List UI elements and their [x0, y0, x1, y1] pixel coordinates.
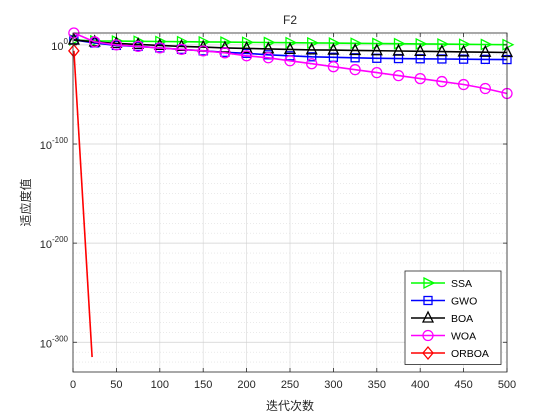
data-point-woa — [371, 66, 383, 79]
grid-lines — [72, 33, 508, 372]
legend: SSA GWO BOA WOA ORBOA — [404, 270, 502, 365]
legend-label: SSA — [451, 278, 472, 290]
data-point-woa — [392, 69, 405, 82]
legend-item-woa: WOA — [411, 329, 476, 343]
series-woa — [68, 27, 513, 100]
y-axis-label: 适应度值 — [18, 178, 33, 226]
data-point-boa — [457, 44, 470, 57]
legend-marker — [423, 276, 436, 290]
x-tick-label: 150 — [194, 379, 212, 391]
x-tick-label: 350 — [368, 379, 386, 391]
data-point-woa — [479, 82, 491, 95]
tick-group: 0 50 100 150 200 250 300 350 400 450 500 100 10-100 1… — [40, 33, 516, 391]
data-point-orboa — [68, 43, 80, 58]
data-point-gwo — [480, 54, 490, 65]
x-tick-label: 50 — [110, 379, 122, 391]
data-point-boa — [327, 42, 340, 55]
data-point-boa — [349, 42, 362, 56]
y-tick-label: 10-100 — [40, 136, 69, 152]
legend-marker — [422, 345, 434, 361]
y-tick-label: 10-300 — [40, 334, 69, 350]
data-point-gwo — [307, 52, 317, 62]
data-point-boa — [479, 44, 492, 57]
data-point-woa — [175, 43, 188, 56]
data-point-woa — [154, 42, 166, 54]
series-orboa — [68, 43, 93, 358]
legend-label: ORBOA — [451, 348, 489, 360]
legend-item-orboa: ORBOA — [411, 345, 489, 361]
x-tick-label: 450 — [454, 379, 472, 391]
data-point-boa — [132, 36, 145, 50]
data-point-boa — [435, 44, 448, 57]
y-tick-label: 10-200 — [40, 235, 69, 251]
data-point-gwo — [350, 53, 360, 63]
data-point-boa — [392, 43, 405, 56]
x-axis-label: 迭代次数 — [266, 398, 314, 413]
data-point-boa — [110, 35, 123, 49]
legend-marker — [423, 295, 433, 306]
legend-label: WOA — [451, 331, 476, 343]
data-point-gwo — [437, 54, 447, 64]
legend-item-boa: BOA — [411, 310, 473, 325]
data-point-boa — [218, 40, 231, 53]
data-point-woa — [306, 58, 318, 70]
data-point-boa — [414, 43, 427, 56]
legend-label: BOA — [451, 313, 473, 325]
data-point-woa — [262, 52, 274, 64]
data-point-woa — [414, 72, 426, 85]
data-point-woa — [327, 61, 340, 73]
x-tick-label: 400 — [411, 379, 429, 391]
y-tick-label: 100 — [51, 37, 68, 53]
legend-item-ssa: SSA — [411, 276, 472, 290]
data-point-boa — [240, 40, 253, 54]
data-point-woa — [110, 39, 123, 51]
data-point-woa — [284, 55, 296, 67]
data-point-woa — [436, 75, 448, 88]
data-point-boa — [305, 42, 318, 55]
data-point-woa — [89, 36, 101, 48]
data-point-woa — [219, 47, 231, 59]
x-tick-label: 300 — [324, 379, 342, 391]
data-point-woa — [349, 64, 361, 76]
legend-marker — [422, 329, 434, 342]
x-tick-label: 100 — [151, 379, 169, 391]
data-point-woa — [457, 78, 470, 91]
data-point-boa — [283, 41, 297, 55]
series-boa — [67, 32, 514, 58]
series-line-woa — [73, 32, 508, 95]
data-point-boa — [153, 37, 166, 51]
x-tick-label: 500 — [498, 379, 516, 391]
x-tick-label: 0 — [70, 379, 76, 391]
legend-label: GWO — [451, 296, 477, 308]
chart-title: F2 — [283, 13, 297, 27]
data-point-woa — [197, 45, 209, 57]
data-point-woa — [240, 50, 253, 62]
data-point-woa — [132, 40, 144, 53]
data-point-gwo — [285, 51, 295, 61]
series-group — [67, 27, 515, 358]
x-tick-label: 200 — [237, 379, 255, 391]
data-point-boa — [370, 43, 383, 56]
x-tick-label: 250 — [281, 379, 299, 391]
data-point-gwo — [458, 54, 469, 64]
legend-item-gwo: GWO — [411, 296, 477, 308]
series-line-orboa — [73, 50, 93, 358]
series-line-boa — [73, 39, 508, 54]
legend-marker — [421, 310, 435, 323]
